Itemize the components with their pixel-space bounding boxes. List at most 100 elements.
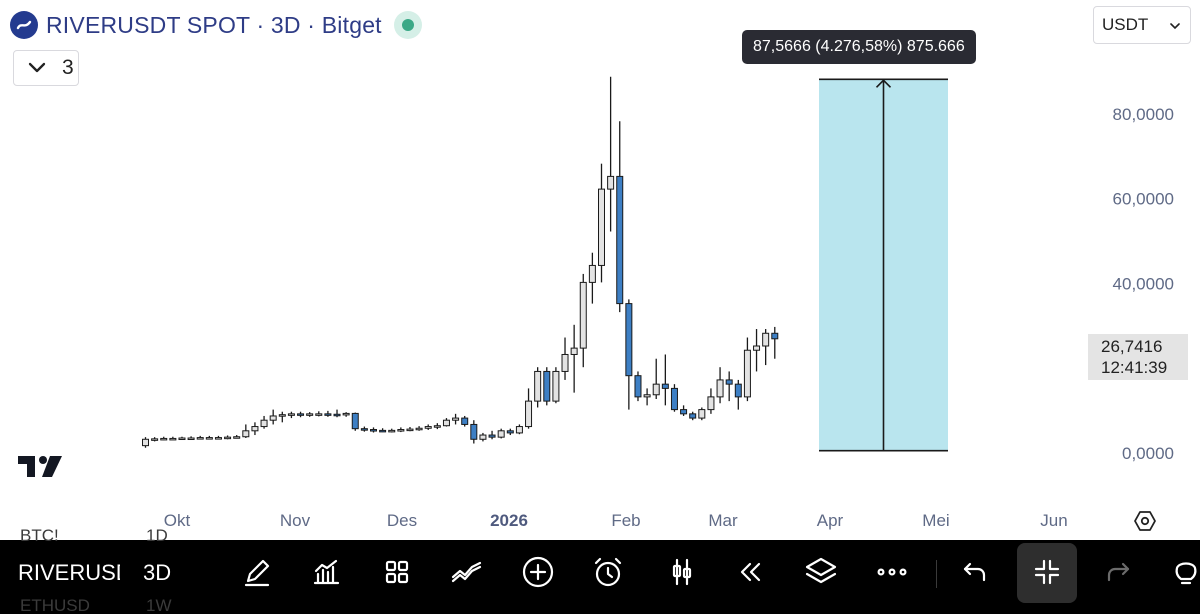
candle[interactable] — [598, 163, 605, 283]
candle[interactable] — [570, 324, 578, 393]
candle[interactable] — [588, 252, 596, 304]
currency-select[interactable]: USDT — [1093, 6, 1191, 44]
candle[interactable] — [142, 437, 149, 448]
candle[interactable] — [251, 422, 259, 436]
redo-icon[interactable] — [1098, 552, 1138, 592]
candle[interactable] — [324, 410, 332, 417]
plus-circle-icon[interactable] — [518, 552, 558, 592]
candle[interactable] — [205, 435, 213, 440]
price-range-measure[interactable] — [819, 78, 948, 452]
candle[interactable] — [415, 426, 423, 431]
indicators-toggle-button[interactable]: 3 — [13, 50, 79, 86]
candle[interactable] — [552, 367, 560, 404]
indicators-icon[interactable] — [306, 552, 346, 592]
candle[interactable] — [233, 435, 241, 439]
candle[interactable] — [743, 337, 751, 402]
candle[interactable] — [406, 426, 414, 432]
candle[interactable] — [306, 412, 314, 417]
candle[interactable] — [525, 388, 533, 429]
candle[interactable] — [680, 405, 688, 416]
bottom-toolbar: BTC! 1D ETHUSD 1W RIVERUSDT 3D — [0, 526, 1200, 614]
candle[interactable] — [734, 379, 742, 410]
time-tick-label: 2026 — [490, 511, 528, 530]
candle[interactable] — [488, 430, 496, 440]
candle[interactable] — [634, 371, 642, 402]
candle[interactable] — [607, 76, 615, 232]
candle[interactable] — [224, 435, 232, 440]
toolbar-symbol-button[interactable]: RIVERUSDT — [18, 560, 120, 585]
candle[interactable] — [287, 411, 295, 419]
layers-icon[interactable] — [801, 552, 841, 592]
candle[interactable] — [260, 415, 268, 429]
candle[interactable] — [479, 432, 487, 442]
pencil-icon[interactable] — [237, 552, 277, 592]
candle[interactable] — [169, 436, 177, 441]
candle[interactable] — [497, 428, 505, 439]
candle[interactable] — [278, 411, 286, 423]
candle[interactable] — [652, 358, 660, 399]
toolbar-interval-button[interactable]: 3D — [143, 560, 172, 585]
candle[interactable] — [689, 411, 697, 421]
candle-series[interactable] — [142, 76, 779, 448]
candle[interactable] — [670, 384, 678, 412]
candle[interactable] — [370, 427, 377, 433]
undo-icon[interactable] — [955, 552, 995, 592]
candle[interactable] — [315, 411, 323, 417]
replay-icon[interactable] — [730, 552, 770, 592]
chart-settings-icon[interactable] — [1132, 508, 1158, 534]
candle[interactable] — [643, 388, 651, 406]
candle-body — [506, 430, 514, 434]
lightbulb-icon[interactable] — [1166, 552, 1200, 592]
candle[interactable] — [716, 367, 724, 404]
candle[interactable] — [771, 326, 779, 359]
candle[interactable] — [214, 435, 222, 440]
candle[interactable] — [625, 299, 633, 410]
candle[interactable] — [461, 415, 469, 427]
alarm-clock-icon[interactable] — [588, 552, 628, 592]
candle[interactable] — [187, 436, 195, 441]
candle[interactable] — [151, 437, 159, 442]
candle[interactable] — [616, 121, 624, 313]
candle[interactable] — [561, 337, 569, 380]
grid-icon[interactable] — [377, 552, 417, 592]
candles-icon[interactable] — [662, 552, 702, 592]
candle[interactable] — [424, 424, 432, 430]
more-icon[interactable] — [872, 552, 912, 592]
candle[interactable] — [433, 423, 441, 430]
candle[interactable] — [534, 367, 542, 408]
tradingview-logo-icon[interactable] — [18, 454, 64, 483]
candle[interactable] — [388, 428, 396, 433]
market-status-icon[interactable] — [393, 11, 422, 39]
candle[interactable] — [753, 329, 761, 372]
symbol-title[interactable]: RIVERUSDT SPOT · 3D · Bitget — [46, 11, 382, 38]
candle[interactable] — [470, 420, 478, 444]
time-axis[interactable]: Okt Nov Des 2026 Feb Mar Apr Mei Jun — [164, 511, 1068, 530]
collapse-icon[interactable] — [1027, 552, 1067, 592]
candle[interactable] — [543, 367, 551, 406]
candle[interactable] — [725, 371, 733, 402]
candle[interactable] — [397, 427, 405, 433]
trend-lines-icon[interactable] — [447, 552, 487, 592]
candle[interactable] — [506, 428, 514, 436]
price-axis[interactable]: 0,0000 40,0000 60,0000 80,0000 — [1113, 105, 1174, 463]
candle[interactable] — [579, 273, 587, 368]
candle[interactable] — [351, 412, 359, 431]
candle[interactable] — [269, 409, 277, 425]
candle[interactable] — [452, 413, 460, 425]
candle[interactable] — [242, 424, 250, 439]
candle[interactable] — [333, 409, 341, 418]
candle[interactable] — [196, 435, 204, 440]
candle[interactable] — [360, 426, 368, 432]
candle[interactable] — [707, 388, 715, 414]
candle[interactable] — [178, 436, 186, 441]
candle[interactable] — [297, 411, 305, 418]
candle[interactable] — [342, 412, 350, 417]
candle[interactable] — [515, 424, 523, 435]
price-chart[interactable]: 0,0000 40,0000 60,0000 80,0000 Okt Nov Des 202… — [0, 0, 1200, 540]
candle[interactable] — [661, 354, 669, 406]
candle[interactable] — [442, 418, 450, 427]
candle[interactable] — [160, 436, 168, 441]
candle[interactable] — [762, 329, 770, 366]
candle[interactable] — [379, 428, 387, 433]
candle[interactable] — [698, 407, 706, 421]
